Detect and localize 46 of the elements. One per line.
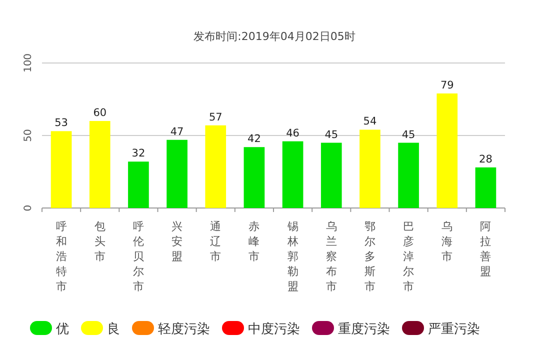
x-tick-label: 呼和浩特市	[56, 220, 67, 293]
legend-label: 严重污染	[428, 322, 480, 337]
data-label: 53	[54, 117, 68, 130]
x-tick-label: 阿拉善盟	[480, 220, 492, 278]
data-label: 28	[479, 153, 492, 166]
data-label: 32	[132, 148, 146, 160]
legend-label: 重度污染	[338, 321, 390, 337]
x-tick-label: 包头市	[94, 220, 106, 263]
bar	[128, 162, 149, 208]
y-tick-label: 0	[23, 204, 34, 212]
bar	[360, 130, 380, 208]
bar	[398, 142, 419, 208]
x-tick-label: 鄂尔多斯市	[364, 220, 376, 293]
data-label: 42	[248, 133, 261, 146]
x-tick-label: 兴安盟	[172, 220, 183, 263]
data-label: 47	[170, 126, 184, 138]
data-label: 45	[402, 128, 416, 141]
x-tick-label: 赤峰市	[248, 220, 260, 263]
x-tick-label: 乌海市	[442, 220, 453, 263]
data-label: 57	[208, 111, 222, 124]
legend-label: 优	[56, 322, 69, 337]
bar	[89, 121, 110, 208]
x-tick-label: 乌兰察布市	[326, 220, 337, 293]
data-label: 60	[93, 107, 107, 119]
bar	[436, 93, 458, 208]
bar	[205, 125, 226, 208]
bar	[320, 142, 342, 208]
data-label: 54	[363, 116, 377, 128]
data-label: 79	[440, 79, 454, 92]
y-tick-label: 50	[23, 129, 34, 142]
legend-label: 中度污染	[248, 321, 300, 337]
bar	[244, 147, 265, 208]
x-tick-label: 呼伦贝尔市	[132, 220, 144, 293]
legend-label: 轻度污染	[158, 321, 210, 337]
x-tick-label: 巴彦淖尔市	[403, 220, 414, 293]
bar	[282, 141, 304, 208]
bar	[475, 167, 496, 208]
data-label: 45	[324, 128, 338, 141]
y-tick-label: 100	[23, 53, 34, 73]
bar	[50, 131, 72, 208]
x-tick-label: 锡林郭勒盟	[286, 220, 298, 293]
bar	[166, 140, 188, 208]
data-label: 46	[286, 127, 300, 140]
legend-label: 良	[107, 322, 120, 337]
x-tick-label: 通辽市	[210, 220, 222, 263]
chart-title: 发布时间:2019年04月02日05时	[194, 30, 356, 43]
